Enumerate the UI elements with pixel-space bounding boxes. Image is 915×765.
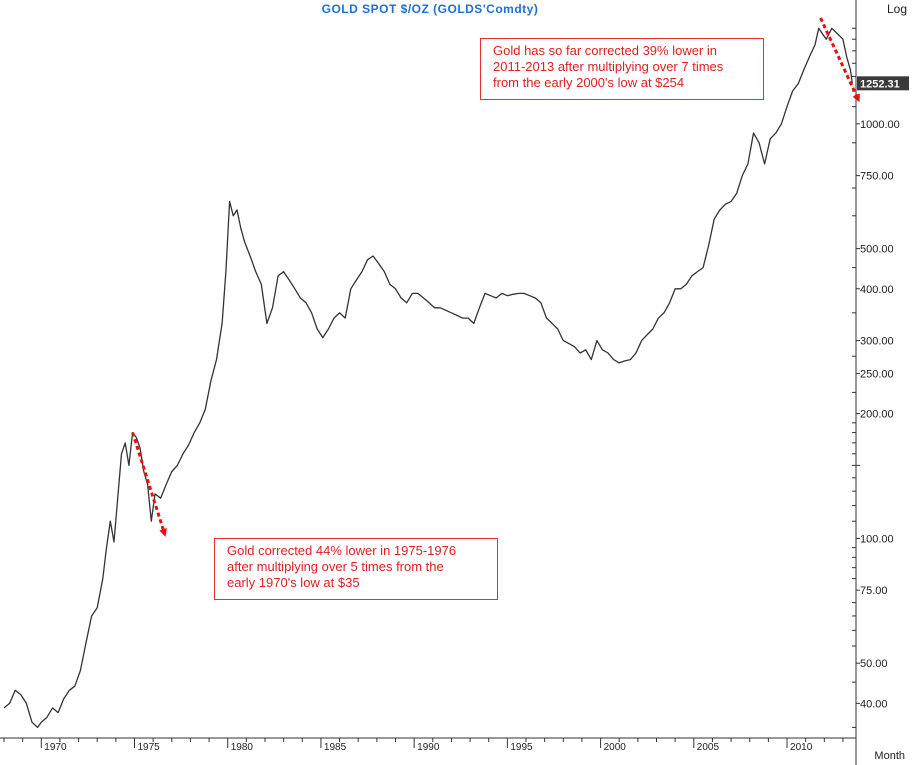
x-tick-label: 1975 [138, 742, 161, 753]
x-axis-ticks: 1970 1975 1980 1985 1990 1995 2000 2005 2010 [3, 738, 844, 753]
x-tick-label: 2000 [604, 742, 627, 753]
y-tick-label: 750.00 [860, 171, 894, 183]
y-tick-label: 250.00 [860, 368, 894, 380]
annotation-2011-2013: Gold has so far corrected 39% lower in 2… [480, 38, 764, 100]
x-axis-label: Month [874, 750, 905, 762]
correction-arrow [131, 432, 167, 537]
annotation-1975-1976: Gold corrected 44% lower in 1975-1976 af… [214, 538, 498, 600]
x-tick-label: 1995 [510, 742, 533, 753]
last-value-marker: 1252.31 [857, 76, 909, 91]
chart-title: GOLD SPOT $/OZ (GOLDS'Comdty) [321, 2, 539, 16]
y-tick-label: 75.00 [860, 585, 888, 597]
annotation-line: Gold corrected 44% lower in 1975-1976 [227, 543, 457, 558]
scale-type-label: Log [886, 2, 907, 16]
x-tick-label: 1985 [324, 742, 347, 753]
correction-arrows [131, 17, 860, 537]
y-axis-ticks: 40.00 50.00 75.00 100.00 200.00 250.00 300.00 4… [856, 119, 900, 710]
annotation-line: from the early 2000's low at $254 [493, 75, 685, 90]
x-tick-label: 1970 [44, 742, 67, 753]
x-tick-label: 1990 [417, 742, 440, 753]
y-tick-label: 100.00 [860, 533, 894, 545]
axis-frame [0, 0, 857, 765]
price-series [3, 27, 853, 729]
x-tick-label: 2010 [790, 742, 813, 753]
correction-arrow [819, 17, 860, 103]
annotation-line: after multiplying over 5 times from the [227, 559, 444, 574]
annotation-line: 2011-2013 after multiplying over 7 times [493, 59, 724, 74]
annotation-line: Gold has so far corrected 39% lower in [493, 43, 717, 58]
last-value-box [857, 76, 909, 91]
y-tick-label: 500.00 [860, 244, 894, 256]
y-tick-label: 50.00 [860, 658, 888, 670]
x-tick-label: 1980 [231, 742, 254, 753]
annotation-line: early 1970's low at $35 [227, 575, 360, 590]
y-tick-label: 300.00 [860, 336, 894, 348]
y-tick-label: 400.00 [860, 284, 894, 296]
last-value-label: 1252.31 [860, 78, 900, 90]
y-tick-label: 1000.00 [860, 119, 900, 131]
x-tick-label: 2005 [697, 742, 720, 753]
y-tick-label: 200.00 [860, 409, 894, 421]
y-tick-label: 40.00 [860, 698, 888, 710]
gold-price-line [3, 27, 853, 729]
